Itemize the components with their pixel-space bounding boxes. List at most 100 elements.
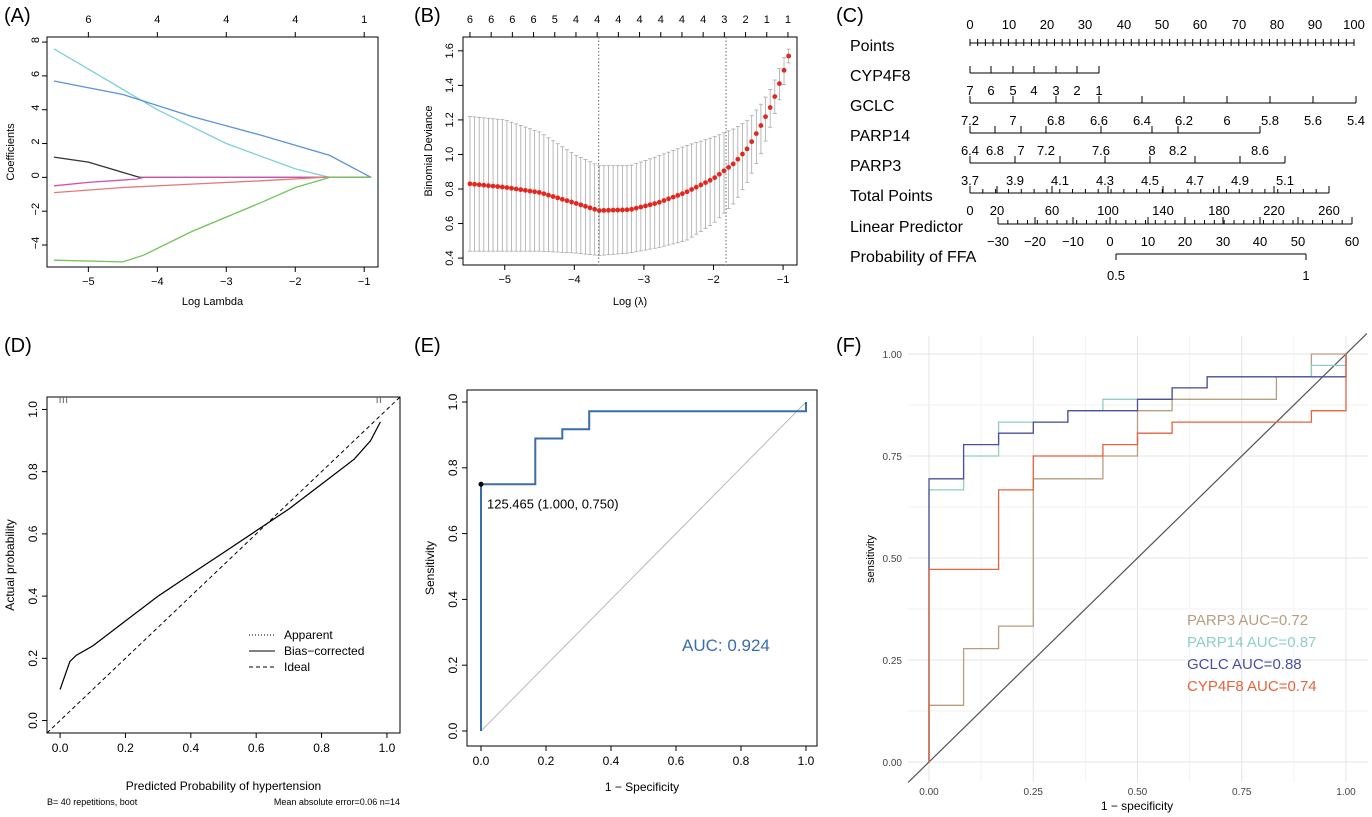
x-tick-label: 0.25 bbox=[1024, 787, 1044, 798]
x-tick-label: −2 bbox=[707, 274, 720, 286]
tick-label: −10 bbox=[1062, 234, 1084, 249]
deviance-point bbox=[712, 175, 718, 181]
deviance-point bbox=[509, 185, 514, 191]
deviance-point bbox=[481, 182, 487, 188]
panel-d-calibration: 0.0 0.2 0.4 0.6 0.8 1.0 0.0 0.2 0.4 0.6 0.8 1.0 Appa… bbox=[3, 396, 401, 807]
x-axis-title: 1 − specificity bbox=[1101, 799, 1173, 813]
x-tick-label: 0.8 bbox=[313, 741, 330, 755]
tick-label: 20 bbox=[990, 203, 1004, 218]
y-tick-label: 0.4 bbox=[444, 250, 456, 265]
deviance-point bbox=[546, 192, 551, 198]
y-tick-label: 0.4 bbox=[446, 591, 460, 608]
tick-label: 0 bbox=[966, 203, 973, 218]
roc-curve-4 bbox=[928, 354, 1347, 762]
tick-label: −20 bbox=[1024, 234, 1046, 249]
deviance-point bbox=[499, 184, 505, 190]
deviance-point bbox=[735, 156, 741, 162]
deviance-point bbox=[490, 183, 496, 189]
top-tick-label: 4 bbox=[679, 14, 685, 26]
y-tick-label: 0.75 bbox=[883, 452, 903, 463]
y-tick-label: 1.4 bbox=[444, 78, 456, 93]
plot-frame bbox=[462, 36, 798, 266]
nomogram-row-label: Linear Predictor bbox=[850, 219, 964, 236]
deviance-point bbox=[578, 202, 584, 208]
x-tick-label: 0.8 bbox=[733, 754, 750, 768]
x-tick-label: −1 bbox=[777, 274, 790, 286]
x-tick-label: −2 bbox=[289, 276, 302, 288]
y-tick-label: 0.4 bbox=[26, 587, 40, 604]
nomogram-row-label: Probability of FFA bbox=[850, 249, 977, 266]
tick-label: 6 bbox=[1223, 113, 1230, 128]
y-axis-title: Actual probability bbox=[3, 519, 17, 610]
tick-label: 20 bbox=[1178, 234, 1192, 249]
panel-e-roc: 0.0 0.2 0.4 0.6 0.8 1.0 0.0 0.2 0.4 0.6 0.8 1.0 125.… bbox=[423, 389, 818, 794]
tick-label: 6.4 bbox=[961, 143, 979, 158]
top-tick-label: 4 bbox=[700, 14, 706, 26]
chance-diagonal bbox=[907, 333, 1368, 783]
legend-label: Ideal bbox=[284, 660, 310, 674]
tick-label: 5.1 bbox=[1276, 173, 1294, 188]
tick-label: 10 bbox=[1141, 234, 1155, 249]
x-tick-label: 0.50 bbox=[1128, 787, 1148, 798]
tick-label: 3.7 bbox=[961, 173, 979, 188]
deviance-point bbox=[670, 194, 676, 200]
tick-label: 8.2 bbox=[1169, 143, 1187, 158]
coefficient-path-3 bbox=[53, 156, 372, 179]
panel-f-roc-genes: 0.00 0.25 0.50 0.75 1.00 0.00 0.25 0.50 0.75 1.00… bbox=[865, 333, 1368, 813]
points-tick-label: 40 bbox=[1117, 17, 1131, 32]
y-tick-label: 1.0 bbox=[26, 401, 40, 418]
deviance-point bbox=[684, 189, 690, 195]
x-tick-label: 0.0 bbox=[52, 741, 69, 755]
nomogram-row-label: GCLC bbox=[850, 98, 894, 115]
x-tick-label: 0.00 bbox=[919, 787, 939, 798]
bias-corrected-line bbox=[59, 421, 381, 690]
deviance-point bbox=[726, 164, 732, 170]
tick-label: 50 bbox=[1291, 234, 1305, 249]
tick-label: 0 bbox=[1106, 234, 1113, 249]
deviance-point bbox=[716, 171, 722, 177]
deviance-point bbox=[698, 182, 704, 188]
x-tick-label: 0.0 bbox=[473, 754, 490, 768]
coefficient-path-1 bbox=[53, 48, 372, 179]
y-tick-label: 0.6 bbox=[26, 525, 40, 542]
deviance-point bbox=[652, 201, 658, 206]
y-axis-title: Binomial Deviance bbox=[423, 105, 435, 196]
top-tick-label: 2 bbox=[742, 14, 748, 26]
nomogram-row-label: PARP14 bbox=[850, 128, 910, 145]
plot-frame bbox=[46, 396, 401, 734]
y-tick-label: 4 bbox=[30, 105, 42, 111]
panel-label-d: (D) bbox=[4, 335, 32, 357]
x-tick-label: 1.00 bbox=[1336, 787, 1356, 798]
panel-label-c: (C) bbox=[836, 5, 864, 27]
tick-label: 40 bbox=[1253, 234, 1267, 249]
y-tick-label: 1.00 bbox=[883, 350, 903, 361]
legend-label: Apparent bbox=[284, 628, 333, 642]
y-axis-title: Coefficients bbox=[5, 123, 17, 181]
deviance-point bbox=[638, 204, 644, 210]
top-tick-label: 6 bbox=[530, 14, 536, 26]
deviance-point bbox=[740, 151, 745, 157]
x-axis-title: Predicted Probability of hypertension bbox=[126, 779, 321, 793]
deviance-point bbox=[633, 205, 639, 211]
top-tick-label: 6 bbox=[509, 14, 515, 26]
x-tick-label: 1.0 bbox=[798, 754, 815, 768]
deviance-point bbox=[629, 206, 635, 212]
y-tick-label: 0.2 bbox=[446, 657, 460, 674]
x-tick-label: −5 bbox=[498, 274, 511, 286]
x-tick-label: 1.0 bbox=[379, 741, 396, 755]
legend-label: PARP3 AUC=0.72 bbox=[1187, 612, 1308, 629]
tick-label: 180 bbox=[1208, 203, 1230, 218]
deviance-point bbox=[656, 199, 662, 205]
y-tick-label: 0 bbox=[30, 172, 42, 178]
points-tick-label: 30 bbox=[1078, 17, 1092, 32]
tick-label: 3 bbox=[1052, 83, 1059, 98]
tick-label: 7 bbox=[1017, 143, 1024, 158]
x-tick-label: −1 bbox=[358, 276, 371, 288]
deviance-point bbox=[753, 131, 759, 136]
x-tick-label: −3 bbox=[638, 274, 651, 286]
x-tick-label: 0.6 bbox=[668, 754, 685, 768]
tick-label: 140 bbox=[1152, 203, 1174, 218]
legend-label: CYP4F8 AUC=0.74 bbox=[1187, 678, 1317, 695]
deviance-point bbox=[601, 208, 607, 213]
